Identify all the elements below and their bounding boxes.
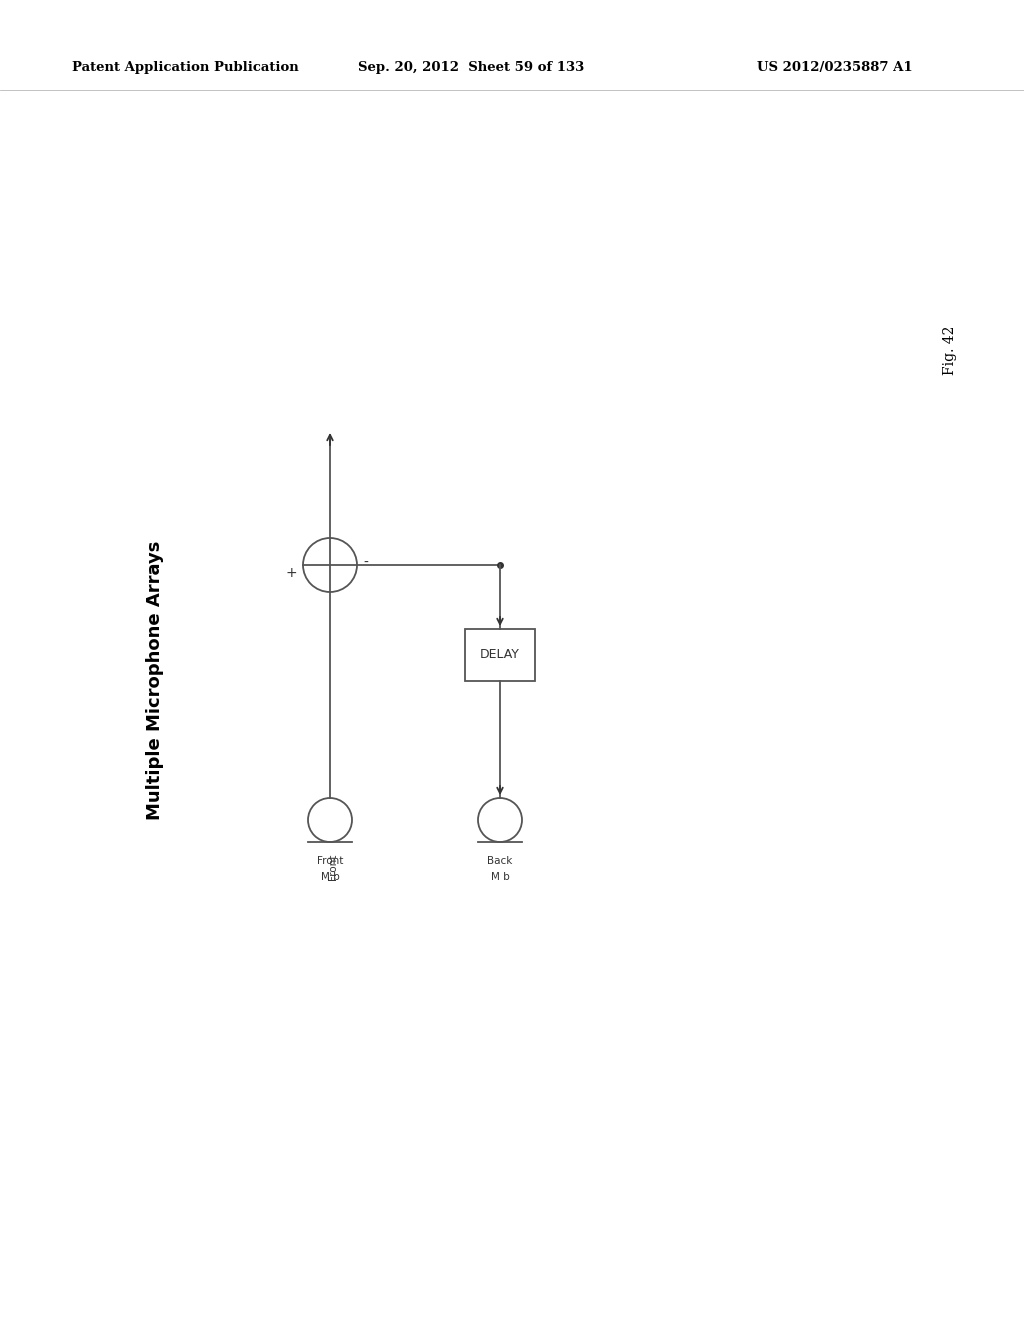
- Text: Back: Back: [487, 855, 513, 866]
- Text: -: -: [364, 556, 369, 570]
- Text: DELAY: DELAY: [480, 648, 520, 661]
- Text: Front: Front: [316, 855, 343, 866]
- Text: Fig. 42: Fig. 42: [943, 325, 957, 375]
- Text: Multiple Microphone Arrays: Multiple Microphone Arrays: [146, 540, 164, 820]
- Text: M b: M b: [321, 873, 339, 882]
- Text: Front: Front: [328, 854, 338, 880]
- Bar: [465, 630, 535, 681]
- Text: M b: M b: [490, 873, 509, 882]
- Text: Patent Application Publication: Patent Application Publication: [72, 62, 299, 74]
- Text: +: +: [286, 566, 297, 579]
- Text: Sep. 20, 2012  Sheet 59 of 133: Sep. 20, 2012 Sheet 59 of 133: [358, 62, 585, 74]
- Text: US 2012/0235887 A1: US 2012/0235887 A1: [757, 62, 912, 74]
